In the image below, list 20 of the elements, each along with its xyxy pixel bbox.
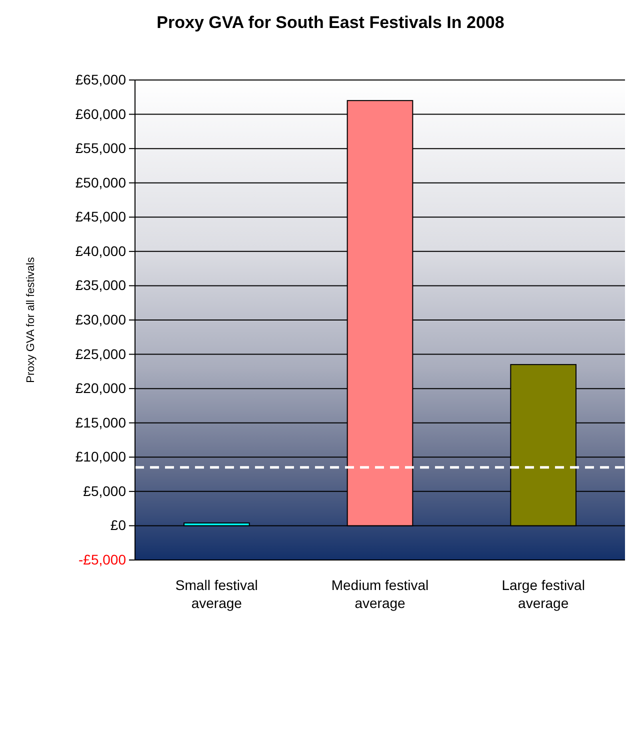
y-tick-label: £30,000 <box>75 311 126 328</box>
y-tick-label: £15,000 <box>75 414 126 430</box>
chart-title: Proxy GVA for South East Festivals In 2008 <box>156 13 504 32</box>
y-tick-label: £10,000 <box>75 448 126 465</box>
y-tick-label: £25,000 <box>75 346 126 362</box>
y-tick-label: -£5,000 <box>78 551 126 568</box>
y-tick-label: £55,000 <box>75 140 126 156</box>
y-tick-label: £45,000 <box>75 208 126 225</box>
x-tick-label: Medium festival average <box>331 577 429 611</box>
y-tick-label: £50,000 <box>75 174 126 190</box>
y-tick-label: £20,000 <box>75 380 126 396</box>
x-tick-label: Small festival average <box>175 577 258 611</box>
y-axis-title: Proxy GVA for all festivals <box>25 256 37 383</box>
y-tick-label: £40,000 <box>75 242 126 259</box>
y-tick-label: £65,000 <box>75 71 126 88</box>
y-tick-label: £60,000 <box>75 106 126 122</box>
y-tick-label: £35,000 <box>75 277 126 294</box>
x-tick-label: Large festival average <box>502 577 585 611</box>
y-tick-label: £5,000 <box>83 482 126 499</box>
y-tick-label: £0 <box>110 517 126 534</box>
